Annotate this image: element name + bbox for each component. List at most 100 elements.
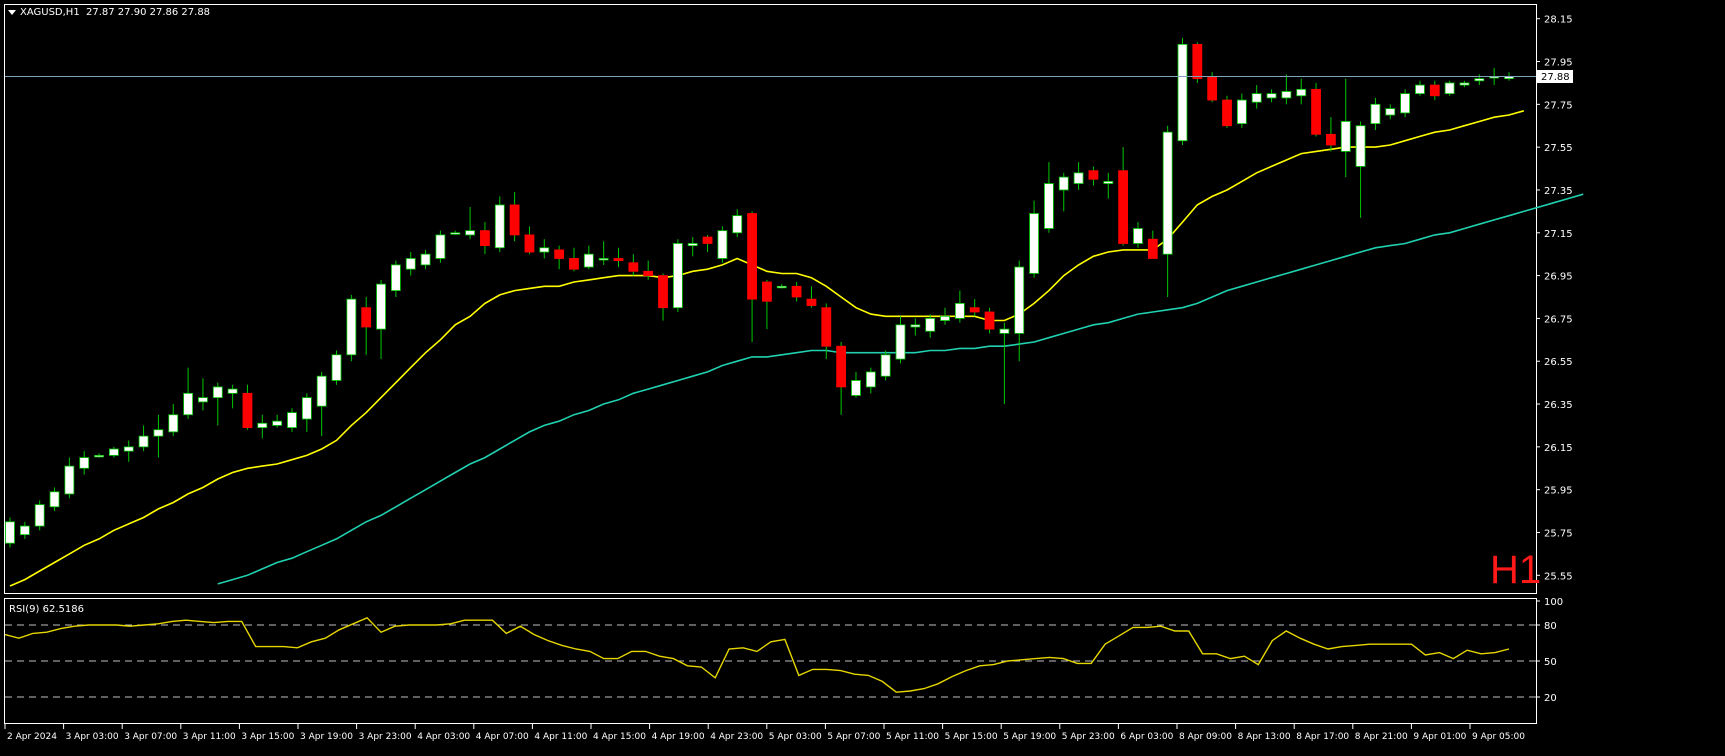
candle-body: [1162, 131, 1173, 255]
candle: [554, 245, 565, 270]
candle-body: [1236, 99, 1247, 124]
candle-body: [1400, 93, 1411, 114]
candle-body: [1370, 103, 1381, 125]
candle-body: [272, 420, 283, 426]
candle-body: [1118, 170, 1129, 244]
candle: [1118, 147, 1129, 246]
candle: [702, 234, 713, 253]
candle: [732, 209, 743, 238]
candle: [1281, 74, 1292, 105]
candle: [999, 322, 1010, 405]
time-tick-label: 5 Apr 23:00: [1062, 732, 1115, 742]
candle-body: [198, 397, 208, 403]
candle-body: [762, 281, 772, 302]
candle-body: [969, 307, 980, 313]
candle-body: [49, 491, 60, 508]
price-tick-label: 26.35: [1544, 400, 1573, 411]
candle-body: [1444, 82, 1455, 95]
candle: [1222, 95, 1232, 128]
candle: [895, 316, 906, 364]
candle-body: [301, 397, 312, 420]
price-tick-label: 25.55: [1544, 571, 1573, 582]
candle: [598, 241, 609, 265]
price-tick-label: 27.55: [1544, 143, 1573, 154]
candle: [509, 192, 520, 242]
candle: [1415, 80, 1425, 96]
candle-body: [717, 230, 728, 259]
time-axis[interactable]: 2 Apr 2024 3 Apr 03:00 3 Apr 07:00 3 Apr 11…: [4, 724, 1525, 742]
rsi-tick-label: 80: [1544, 621, 1557, 632]
candle: [910, 318, 921, 336]
candle-body: [776, 285, 787, 289]
candle: [5, 517, 15, 548]
candle-body: [1355, 125, 1366, 167]
candle: [1133, 222, 1143, 248]
candle-body: [480, 230, 490, 247]
candle-body: [1429, 84, 1440, 97]
time-tick-label: 3 Apr 11:00: [183, 732, 236, 742]
candle: [1444, 80, 1455, 96]
candle: [480, 222, 490, 255]
candle-body: [227, 388, 238, 394]
time-tick-label: 4 Apr 11:00: [534, 732, 587, 742]
candle: [168, 404, 179, 437]
candle: [1044, 162, 1054, 233]
candle-body: [316, 375, 327, 407]
time-tick-label: 4 Apr 19:00: [652, 732, 705, 742]
candle: [628, 254, 639, 276]
candle-body: [539, 247, 550, 253]
time-tick-label: 8 Apr 21:00: [1355, 732, 1408, 742]
candle: [212, 382, 223, 426]
time-tick-label: 8 Apr 09:00: [1179, 732, 1232, 742]
candle-body: [1340, 121, 1351, 152]
chart-menu-triangle-icon[interactable]: [8, 10, 16, 15]
candle-body: [747, 213, 757, 300]
candle: [1251, 85, 1262, 109]
candle: [242, 384, 253, 430]
price-tick-label: 27.35: [1544, 186, 1573, 197]
time-tick-label: 3 Apr 07:00: [124, 732, 177, 742]
symbol-label: XAGUSD,H1: [20, 7, 80, 18]
candle: [257, 414, 268, 439]
candle: [49, 487, 60, 512]
candle: [1326, 117, 1336, 152]
candle: [301, 393, 312, 432]
candle: [64, 457, 75, 499]
candle-body: [450, 232, 461, 235]
time-tick-label: 3 Apr 19:00: [300, 732, 353, 742]
candle-body: [1133, 228, 1143, 244]
candle-body: [64, 465, 75, 495]
candle-body: [1192, 43, 1203, 80]
candle-body: [153, 429, 164, 437]
candle: [1385, 104, 1396, 120]
candle: [1014, 260, 1025, 362]
candle-body: [79, 457, 90, 469]
price-pane[interactable]: XAGUSD,H1 27.87 27.90 27.86 27.88 H1: [4, 4, 1584, 594]
candle: [1088, 166, 1099, 186]
candle: [138, 425, 149, 452]
candle-body: [168, 414, 179, 433]
candle-body: [212, 386, 223, 399]
price-tick-label: 26.55: [1544, 357, 1573, 368]
candle: [806, 286, 817, 308]
candle: [747, 211, 757, 342]
candle-body: [524, 234, 535, 253]
candle-body: [420, 253, 431, 266]
price-axis[interactable]: 28.15 27.95 27.75 27.55 27.35 27.15 26.95 26.75…: [1536, 15, 1573, 583]
time-tick-label: 4 Apr 15:00: [593, 732, 646, 742]
candle: [1177, 37, 1188, 146]
candle-body: [1177, 43, 1188, 142]
candle: [1162, 125, 1173, 297]
candle: [390, 260, 401, 297]
time-tick-label: 5 Apr 15:00: [945, 732, 998, 742]
time-tick-label: 3 Apr 15:00: [241, 732, 294, 742]
candle-body: [1073, 172, 1084, 184]
price-tick-label: 28.15: [1544, 15, 1573, 26]
time-tick-label: 9 Apr 05:00: [1472, 732, 1525, 742]
candle-body: [361, 307, 372, 328]
time-tick-label: 4 Apr 23:00: [710, 732, 763, 742]
candle-body: [435, 234, 446, 259]
candle-body: [658, 275, 668, 309]
